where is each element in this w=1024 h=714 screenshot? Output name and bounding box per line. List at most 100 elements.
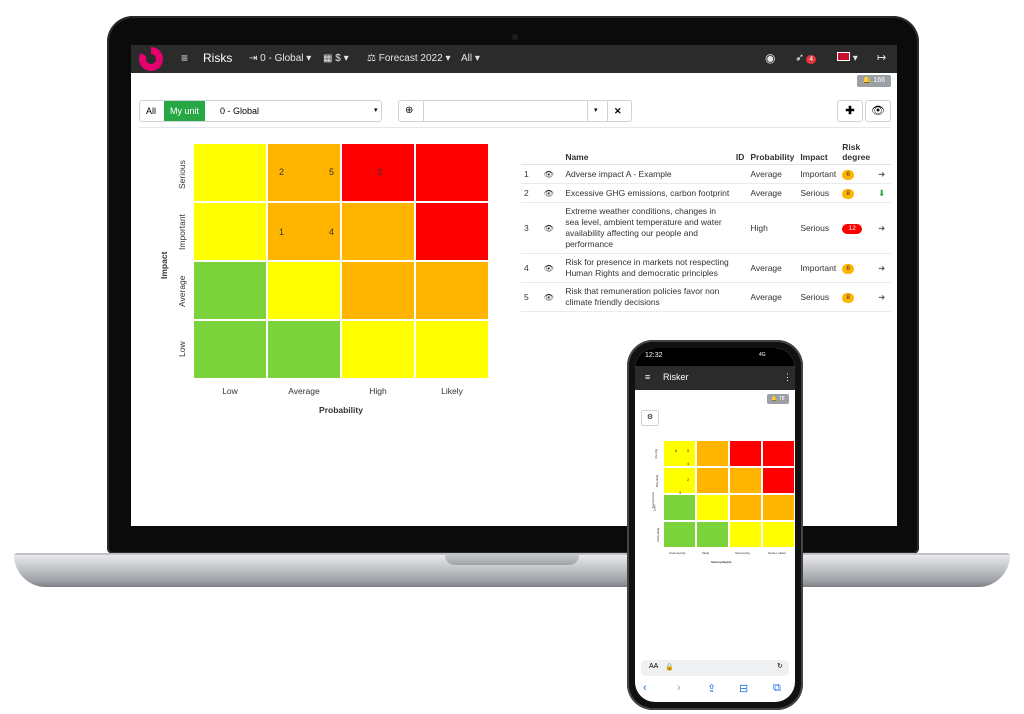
- search-dropdown-icon[interactable]: ▾: [587, 101, 604, 121]
- phone-matrix-cell[interactable]: [729, 494, 762, 521]
- view-toggle-button[interactable]: 👁: [865, 100, 891, 122]
- risk-id: [732, 282, 748, 312]
- back-icon[interactable]: ‹: [643, 682, 647, 694]
- table-row[interactable]: 4 👁 Risk for presence in markets not respe…: [521, 253, 891, 283]
- phone-matrix-cell[interactable]: [696, 494, 729, 521]
- phone-url-bar[interactable]: AA 🔒 ↻: [641, 660, 789, 676]
- col-header-id[interactable]: ID: [732, 140, 748, 165]
- phone-matrix-marker[interactable]: 3: [679, 490, 682, 495]
- phone-matrix-cell[interactable]: [696, 440, 729, 467]
- matrix-marker[interactable]: 2: [279, 167, 285, 177]
- table-row[interactable]: 1 👁 Adverse impact A - Example Average Impor…: [521, 164, 891, 184]
- unit-dropdown[interactable]: ⇥ 0 - Global ▾: [249, 53, 312, 64]
- matrix-cell-important-high[interactable]: [341, 202, 415, 261]
- forward-icon[interactable]: ›: [677, 682, 681, 694]
- phone-matrix-marker[interactable]: 4: [687, 461, 690, 466]
- table-row[interactable]: 3 👁 Extreme weather conditions, changes in…: [521, 202, 891, 254]
- phone-matrix-cell[interactable]: [696, 521, 729, 548]
- arrow-right-icon[interactable]: ➜: [875, 202, 891, 254]
- phone-matrix-marker[interactable]: 6: [675, 448, 678, 453]
- phone-signal: 4G: [759, 352, 766, 358]
- matrix-cell-low-low[interactable]: [193, 320, 267, 379]
- arrow-right-icon[interactable]: ➜: [875, 253, 891, 283]
- matrix-cell-average-likely[interactable]: [415, 261, 489, 320]
- phone-menu-icon[interactable]: ≡: [645, 372, 651, 382]
- forecast-dropdown[interactable]: ⚖ Forecast 2022 ▾: [367, 53, 451, 64]
- chevron-down-icon[interactable]: ▾: [374, 107, 378, 114]
- logout-icon[interactable]: ↦: [877, 52, 887, 64]
- currency-dropdown[interactable]: ▦ $ ▾: [323, 53, 349, 64]
- phone-matrix-cell[interactable]: [729, 440, 762, 467]
- view-icon[interactable]: 👁: [540, 183, 563, 203]
- matrix-cell-low-average[interactable]: [267, 320, 341, 379]
- phone-matrix-cell[interactable]: [663, 494, 696, 521]
- phone-matrix-cell[interactable]: [762, 494, 795, 521]
- table-row[interactable]: 5 👁 Risk that remuneration policies favor …: [521, 282, 891, 312]
- matrix-cell-important-average[interactable]: [267, 202, 341, 261]
- matrix-cell-serious-low[interactable]: [193, 143, 267, 202]
- phone-matrix-cell[interactable]: [762, 440, 795, 467]
- bookmarks-icon[interactable]: ⊟: [739, 683, 749, 695]
- col-header-impact[interactable]: Impact: [797, 140, 840, 165]
- app-logo[interactable]: [139, 47, 163, 71]
- filter-my-unit-button[interactable]: My unit: [164, 101, 206, 121]
- matrix-marker[interactable]: 3: [377, 167, 383, 177]
- phone-matrix-cell[interactable]: [663, 440, 696, 467]
- phone-matrix-cell[interactable]: [663, 467, 696, 494]
- user-icon[interactable]: ◉: [765, 51, 776, 65]
- arrow-right-icon[interactable]: ➜: [875, 282, 891, 312]
- matrix-cell-serious-high[interactable]: [341, 143, 415, 202]
- filter-all-button[interactable]: All: [146, 106, 157, 116]
- arrow-right-icon[interactable]: ➜: [875, 164, 891, 184]
- matrix-cell-serious-average[interactable]: [267, 143, 341, 202]
- matrix-cell-average-average[interactable]: [267, 261, 341, 320]
- phone-matrix-cell[interactable]: [729, 467, 762, 494]
- phone-matrix-marker[interactable]: 5: [687, 448, 690, 453]
- phone-matrix-cell[interactable]: [762, 467, 795, 494]
- matrix-cell-important-low[interactable]: [193, 202, 267, 261]
- phone-matrix-cell[interactable]: [696, 467, 729, 494]
- share-icon[interactable]: ⇪: [707, 683, 717, 695]
- col-header-name[interactable]: Name: [562, 140, 733, 165]
- view-icon[interactable]: 👁: [540, 282, 563, 312]
- scope-dropdown[interactable]: All ▾: [461, 53, 480, 64]
- add-button[interactable]: ✚: [837, 100, 863, 122]
- phone-kebab-icon[interactable]: ⋮: [783, 372, 792, 382]
- notifications-badge[interactable]: 🔔 166: [857, 75, 891, 87]
- matrix-marker[interactable]: 1: [279, 227, 285, 237]
- table-row[interactable]: 2 👁 Excessive GHG emissions, carbon footpr…: [521, 183, 891, 203]
- hamburger-icon[interactable]: ≡: [181, 51, 189, 65]
- unit-select[interactable]: 0 - Global: [220, 106, 260, 116]
- matrix-cell-average-high[interactable]: [341, 261, 415, 320]
- zoom-search-icon[interactable]: ⊕: [399, 101, 424, 121]
- phone-col-label: Usannsynlig: [669, 551, 686, 555]
- phone-browser-toolbar: ‹ › ⇪ ⊟ ⧉: [635, 678, 795, 702]
- phone-matrix-cell[interactable]: [762, 521, 795, 548]
- phone-matrix-marker[interactable]: 2: [687, 477, 690, 482]
- view-icon[interactable]: 👁: [540, 202, 563, 254]
- phone-matrix-cell[interactable]: [729, 521, 762, 548]
- matrix-marker[interactable]: 4: [329, 227, 335, 237]
- search-input[interactable]: [425, 101, 597, 121]
- matrix-cell-average-low[interactable]: [193, 261, 267, 320]
- view-icon[interactable]: 👁: [540, 253, 563, 283]
- matrix-cell-low-high[interactable]: [341, 320, 415, 379]
- laptop-screen: ≡ Risks ⇥ 0 - Global ▾ ▦ $ ▾ ⚖ Forecast …: [131, 45, 897, 526]
- phone-settings-icon[interactable]: ⚙: [641, 410, 659, 426]
- tabs-icon[interactable]: ⧉: [773, 682, 781, 694]
- matrix-marker[interactable]: 5: [329, 167, 335, 177]
- phone-notifications-badge[interactable]: 🔔 78: [767, 394, 789, 404]
- view-icon[interactable]: 👁: [540, 164, 563, 184]
- language-flag-icon[interactable]: ▾: [837, 52, 858, 64]
- clear-icon[interactable]: ✕: [607, 101, 628, 121]
- phone-matrix-cell[interactable]: [663, 521, 696, 548]
- arrow-down-icon[interactable]: ⬇: [875, 183, 891, 203]
- rocket-icon[interactable]: ➶ 4: [795, 51, 817, 64]
- col-header-probability[interactable]: Probability: [747, 140, 798, 165]
- phone-text-size[interactable]: AA: [649, 663, 659, 670]
- matrix-cell-serious-likely[interactable]: [415, 143, 489, 202]
- matrix-cell-important-likely[interactable]: [415, 202, 489, 261]
- reload-icon[interactable]: ↻: [777, 663, 783, 670]
- matrix-cell-low-likely[interactable]: [415, 320, 489, 379]
- col-header-risk-degree[interactable]: Risk degree: [839, 140, 876, 165]
